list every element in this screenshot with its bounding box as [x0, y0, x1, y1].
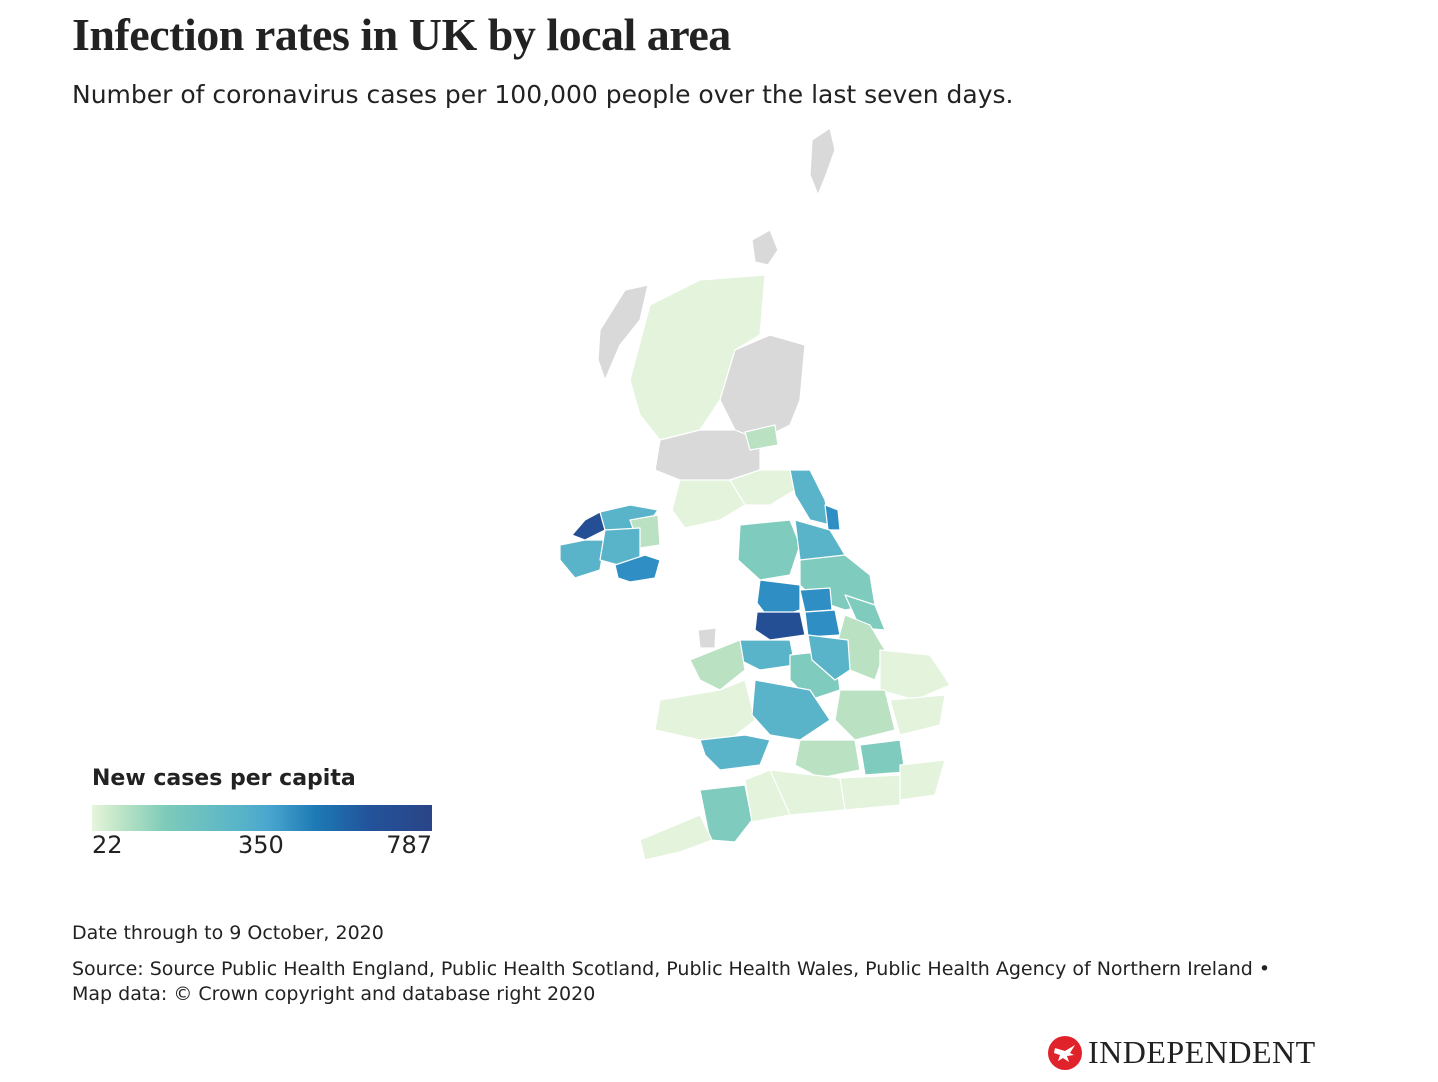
region-derbyshire-nottinghamshire — [807, 634, 851, 681]
legend-mid-label: 350 — [238, 831, 284, 859]
region-norfolk — [879, 649, 951, 701]
legend-ticks: 22 350 787 — [92, 831, 432, 861]
region-anglesey — [697, 627, 717, 649]
region-cambridgeshire — [834, 689, 896, 741]
region-somerset-dorset — [744, 769, 791, 823]
legend: New cases per capita 22 350 787 — [92, 766, 432, 861]
region-cumbria — [737, 519, 801, 581]
chart-title: Infection rates in UK by local area — [72, 9, 731, 60]
region-fermanagh-and-omagh — [559, 539, 606, 579]
legend-max-label: 787 — [386, 831, 432, 859]
legend-min-label: 22 — [92, 831, 123, 859]
eagle-icon — [1048, 1035, 1082, 1070]
region-london — [859, 739, 906, 776]
region-fife — [744, 424, 779, 451]
chart-subtitle: Number of coronavirus cases per 100,000 … — [72, 80, 1014, 109]
region-west-yorkshire — [799, 587, 833, 613]
brand-name: INDEPENDENT — [1088, 1034, 1316, 1070]
region-east-riding — [844, 594, 886, 631]
source-line: Source: Source Public Health England, Pu… — [72, 958, 1271, 980]
region-north-east-scotland — [719, 334, 806, 441]
region-derry-and-strabane — [571, 511, 606, 541]
region-western-isles — [597, 284, 649, 381]
region-greater-manchester-merseyside — [754, 611, 806, 641]
region-orkney — [751, 229, 779, 266]
region-kent — [899, 759, 946, 801]
brand-logo: INDEPENDENT — [1048, 1034, 1316, 1071]
region-northumberland — [789, 469, 831, 526]
region-cheshire — [739, 639, 796, 671]
source-note: Source: Source Public Health England, Pu… — [72, 957, 1402, 1007]
region-south-wales — [699, 734, 771, 771]
region-mid-wales — [654, 679, 756, 741]
region-oxfordshire-bucks — [794, 739, 861, 779]
region-sussex-surrey — [839, 774, 901, 811]
map-data-credit: Map data: © Crown copyright and database… — [72, 983, 596, 1005]
region-north-wales — [689, 639, 746, 691]
date-note: Date through to 9 October, 2020 — [72, 922, 384, 944]
region-newry-mourne-and-down — [614, 554, 661, 583]
region-dumfries-and-galloway — [671, 479, 746, 529]
region-tyne-and-wear — [824, 504, 841, 531]
region-shetland — [809, 127, 836, 196]
legend-color-scale — [92, 805, 432, 831]
region-suffolk — [889, 694, 946, 736]
region-cornwall — [639, 814, 713, 861]
region-south-yorkshire — [804, 609, 841, 638]
legend-title: New cases per capita — [92, 766, 356, 791]
